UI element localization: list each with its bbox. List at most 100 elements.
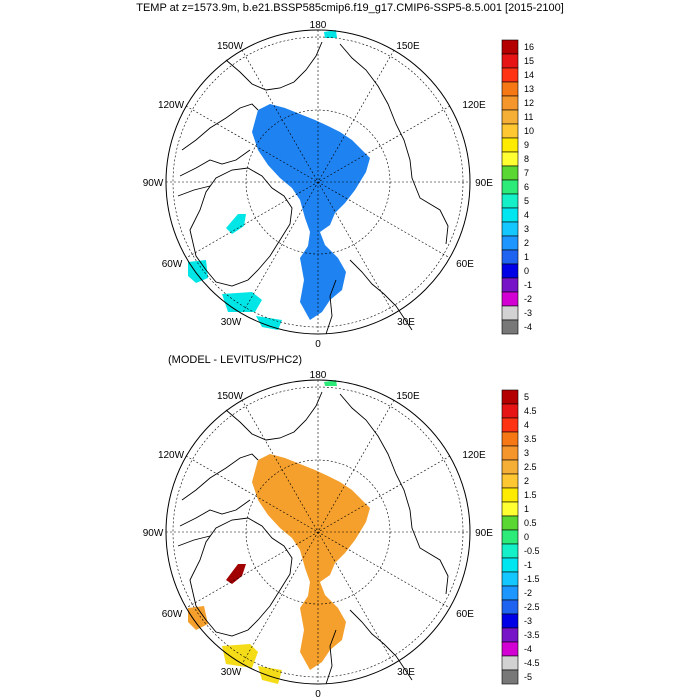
bottom-lon-labels: 180 150E 120E 90E 60E 30E 0 30W 60W 90W … bbox=[143, 370, 494, 700]
bottom-lon-label-180: 180 bbox=[310, 370, 327, 381]
bottom-lon-label-30w: 30W bbox=[221, 667, 242, 678]
bottom-lon-label-120w: 120W bbox=[158, 450, 185, 461]
top-lon-label-60w: 60W bbox=[162, 259, 183, 270]
bottom-colorbar-label: -1.5 bbox=[524, 574, 540, 584]
top-colorbar-label: -3 bbox=[524, 308, 532, 318]
bottom-field-darkred bbox=[226, 564, 246, 584]
top-colorbar-swatch bbox=[501, 179, 519, 195]
bottom-map-svg: 180 150E 120E 90E 60E 30E 0 30W 60W 90W … bbox=[143, 370, 540, 700]
bottom-colorbar-label: -3 bbox=[524, 616, 532, 626]
bottom-colorbar-label: 4 bbox=[524, 420, 529, 430]
top-colorbar-swatch bbox=[501, 151, 519, 167]
bottom-colorbar-swatch bbox=[501, 403, 519, 419]
top-colorbar-label: 4 bbox=[524, 210, 529, 220]
top-field-cyan-3 bbox=[222, 292, 262, 312]
bottom-lon-label-90w: 90W bbox=[143, 528, 164, 539]
bottom-colorbar-label: 1 bbox=[524, 504, 529, 514]
top-colorbar-swatch bbox=[501, 165, 519, 181]
top-lon-label-180: 180 bbox=[310, 20, 327, 31]
bottom-coastline-siberia bbox=[339, 393, 449, 595]
top-coastline-alaska bbox=[225, 41, 323, 91]
top-colorbar-label: -1 bbox=[524, 280, 532, 290]
top-field-blue bbox=[252, 104, 370, 320]
bottom-colorbar-swatch bbox=[501, 543, 519, 559]
bottom-colorbar-label: -5 bbox=[524, 672, 532, 682]
bottom-colorbar-label: 1.5 bbox=[524, 490, 537, 500]
top-colorbar-swatch bbox=[501, 235, 519, 251]
bottom-lon-label-30e: 30E bbox=[397, 667, 415, 678]
bottom-colorbar-label: 2 bbox=[524, 476, 529, 486]
top-map bbox=[165, 29, 471, 335]
bottom-field-green bbox=[324, 380, 337, 386]
top-colorbar-swatch bbox=[501, 95, 519, 111]
bottom-colorbar-swatch bbox=[501, 515, 519, 531]
bottom-lon-label-150w: 150W bbox=[217, 391, 244, 402]
top-colorbar-label: -2 bbox=[524, 294, 532, 304]
top-field-cyan-1 bbox=[226, 214, 246, 234]
top-colorbar-label: 5 bbox=[524, 196, 529, 206]
top-colorbar-swatch bbox=[501, 193, 519, 209]
bottom-colorbar-label: -0.5 bbox=[524, 546, 540, 556]
bottom-colorbar-swatch bbox=[501, 389, 519, 405]
top-lon-label-120w: 120W bbox=[158, 100, 185, 111]
top-lon-label-60e: 60E bbox=[456, 259, 474, 270]
top-field-cyan-5 bbox=[324, 30, 337, 38]
top-colorbar-swatch bbox=[501, 81, 519, 97]
bottom-colorbar-swatch bbox=[501, 641, 519, 657]
bottom-colorbar-label: -4 bbox=[524, 644, 532, 654]
top-colorbar-label: 7 bbox=[524, 168, 529, 178]
bottom-field-yellow-2 bbox=[258, 666, 282, 684]
bottom-colorbar-label: -2.5 bbox=[524, 602, 540, 612]
bottom-colorbar-swatch bbox=[501, 417, 519, 433]
top-lon-label-90w: 90W bbox=[143, 178, 164, 189]
top-colorbar-swatch bbox=[501, 263, 519, 279]
top-lon-labels: 180 150E 120E 90E 60E 30E 0 30W 60W 90W … bbox=[143, 20, 494, 350]
top-lon-label-150w: 150W bbox=[217, 41, 244, 52]
top-colorbar-swatch bbox=[501, 39, 519, 55]
bottom-colorbar-swatch bbox=[501, 669, 519, 685]
top-colorbar-label: 6 bbox=[524, 182, 529, 192]
bottom-colorbar-swatch bbox=[501, 599, 519, 615]
top-colorbar-label: 12 bbox=[524, 98, 534, 108]
top-lon-label-150e: 150E bbox=[396, 41, 420, 52]
bottom-coastline-canada bbox=[177, 453, 259, 547]
top-colorbar-label: 15 bbox=[524, 56, 534, 66]
bottom-colorbar: 5 4.5 4 3.5 3 2.5 2 1.5 1 0.5 0 -0.5 -1 -1.5 -2 -2.5 -3 -… bbox=[501, 389, 540, 685]
top-colorbar-swatch bbox=[501, 207, 519, 223]
top-colorbar-swatch bbox=[501, 319, 519, 335]
top-lon-label-120e: 120E bbox=[462, 100, 486, 111]
bottom-lon-label-60w: 60W bbox=[162, 609, 183, 620]
bottom-colorbar-label: -2 bbox=[524, 588, 532, 598]
plot-title: TEMP at z=1573.9m, b.e21.BSSP585cmip6.f1… bbox=[136, 2, 564, 14]
bottom-colorbar-label: -4.5 bbox=[524, 658, 540, 668]
top-colorbar-label: 16 bbox=[524, 42, 534, 52]
bottom-colorbar-swatch bbox=[501, 571, 519, 587]
top-map-svg: 180 150E 120E 90E 60E 30E 0 30W 60W 90W … bbox=[143, 20, 534, 350]
top-colorbar-swatch bbox=[501, 137, 519, 153]
top-coastline-greenland bbox=[189, 167, 293, 287]
top-graticule bbox=[166, 30, 470, 334]
bottom-colorbar-label: 0 bbox=[524, 532, 529, 542]
top-colorbar-swatch bbox=[501, 221, 519, 237]
bottom-lon-label-90e: 90E bbox=[475, 528, 493, 539]
top-colorbar-swatch bbox=[501, 109, 519, 125]
top-colorbar-label: 0 bbox=[524, 266, 529, 276]
top-colorbar-swatch bbox=[501, 123, 519, 139]
bottom-colorbar-swatch bbox=[501, 585, 519, 601]
top-coastline-scandinavia bbox=[325, 259, 413, 335]
bottom-colorbar-swatch bbox=[501, 655, 519, 671]
top-colorbar-swatch bbox=[501, 291, 519, 307]
top-colorbar-label: 9 bbox=[524, 140, 529, 150]
bottom-graticule bbox=[166, 380, 470, 684]
bottom-colorbar-label: 5 bbox=[524, 392, 529, 402]
top-colorbar-label: 1 bbox=[524, 252, 529, 262]
bottom-colorbar-swatch bbox=[501, 431, 519, 447]
difference-subtitle: (MODEL - LEVITUS/PHC2) bbox=[168, 354, 303, 366]
top-colorbar-swatch bbox=[501, 53, 519, 69]
bottom-coastline-greenland bbox=[189, 517, 293, 637]
bottom-map bbox=[165, 379, 471, 685]
bottom-colorbar-swatch bbox=[501, 613, 519, 629]
bottom-colorbar-swatch bbox=[501, 529, 519, 545]
top-colorbar-swatch bbox=[501, 67, 519, 83]
